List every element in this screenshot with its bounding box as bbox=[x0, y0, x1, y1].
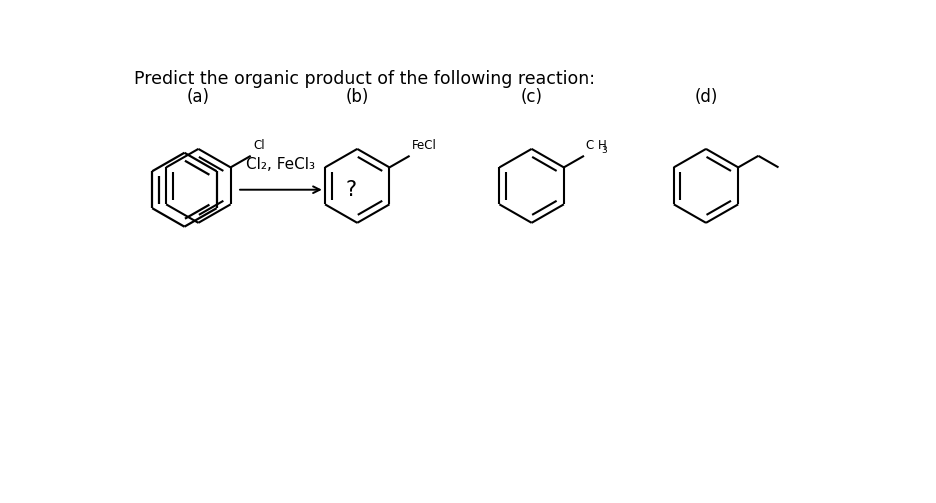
Text: (a): (a) bbox=[187, 89, 210, 106]
Text: Cl: Cl bbox=[253, 139, 265, 152]
Text: (d): (d) bbox=[695, 89, 718, 106]
Text: C H: C H bbox=[586, 139, 607, 152]
Text: ?: ? bbox=[345, 180, 357, 200]
Text: (b): (b) bbox=[345, 89, 369, 106]
Text: 3: 3 bbox=[601, 146, 607, 155]
Text: (c): (c) bbox=[520, 89, 543, 106]
Text: Cl₂, FeCl₃: Cl₂, FeCl₃ bbox=[246, 157, 315, 172]
Text: FeCl: FeCl bbox=[412, 139, 437, 152]
Text: Predict the organic product of the following reaction:: Predict the organic product of the follo… bbox=[134, 70, 595, 89]
